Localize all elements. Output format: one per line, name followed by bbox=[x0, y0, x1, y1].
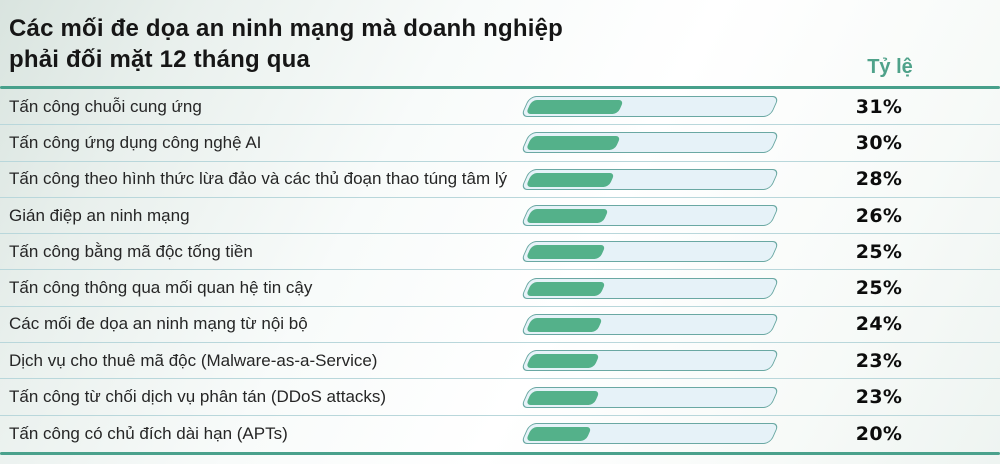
table-row: Tấn công bằng mã độc tống tiền 25% bbox=[0, 234, 1000, 271]
threat-label: Tấn công có chủ đích dài hạn (APTs) bbox=[9, 423, 288, 443]
threat-label: Tấn công bằng mã độc tống tiền bbox=[9, 241, 253, 261]
bar-cell bbox=[509, 386, 789, 408]
bar-fill bbox=[525, 135, 622, 150]
bar-track bbox=[520, 350, 780, 372]
header-divider bbox=[0, 86, 1000, 89]
threat-percentage: 23% bbox=[855, 349, 903, 372]
table-row: Các mối đe dọa an ninh mạng từ nội bộ 24… bbox=[0, 307, 1000, 344]
bar-fill bbox=[525, 172, 616, 187]
table-row: Tấn công có chủ đích dài hạn (APTs) 20% bbox=[0, 416, 1000, 452]
bar-fill bbox=[525, 426, 592, 441]
bar-fill bbox=[525, 281, 607, 296]
page-title: Các mối đe dọa an ninh mạng mà doanh ngh… bbox=[0, 0, 1000, 75]
page-title-line1: Các mối đe dọa an ninh mạng mà doanh ngh… bbox=[9, 15, 563, 42]
table-row: Tấn công thông qua mối quan hệ tin cậy 2… bbox=[0, 270, 1000, 307]
bar-track bbox=[520, 386, 780, 408]
threat-percentage: 25% bbox=[855, 277, 903, 300]
bar-cell bbox=[509, 423, 789, 445]
table-row: Tấn công chuỗi cung ứng 31% bbox=[0, 89, 1000, 126]
bar-track bbox=[520, 313, 780, 335]
bar-cell bbox=[509, 277, 789, 299]
threat-percentage: 23% bbox=[855, 386, 903, 409]
page-title-line2: phải đối mặt 12 tháng qua bbox=[9, 46, 311, 73]
table-row: Dịch vụ cho thuê mã độc (Malware-as-a-Se… bbox=[0, 343, 1000, 380]
table-row: Tấn công theo hình thức lừa đảo và các t… bbox=[0, 162, 1000, 198]
bar-cell bbox=[509, 205, 789, 227]
threat-percentage: 20% bbox=[855, 422, 903, 445]
bar-track bbox=[520, 168, 780, 190]
bar-cell bbox=[509, 241, 789, 263]
threat-label: Tấn công ứng dụng công nghệ AI bbox=[9, 132, 262, 152]
bar-fill bbox=[525, 208, 610, 223]
rate-column-header: Tỷ lệ bbox=[867, 56, 913, 78]
bar-track bbox=[520, 241, 780, 263]
bar-track bbox=[520, 205, 780, 227]
bar-fill bbox=[525, 99, 625, 114]
threat-label: Tấn công theo hình thức lừa đảo và các t… bbox=[9, 169, 508, 189]
threat-percentage: 30% bbox=[855, 131, 903, 154]
bar-track bbox=[520, 277, 780, 299]
threat-percentage: 26% bbox=[855, 204, 903, 227]
bar-cell bbox=[509, 350, 789, 372]
threat-label: Tấn công thông qua mối quan hệ tin cậy bbox=[9, 278, 313, 298]
threat-percentage: 28% bbox=[855, 168, 903, 191]
bar-fill bbox=[525, 317, 604, 332]
threat-label: Tấn công từ chối dịch vụ phân tán (DDoS … bbox=[9, 387, 387, 407]
bar-cell bbox=[509, 313, 789, 335]
threat-percentage: 24% bbox=[855, 313, 903, 336]
bar-cell bbox=[509, 168, 789, 190]
table-row: Tấn công ứng dụng công nghệ AI 30% bbox=[0, 125, 1000, 162]
bar-fill bbox=[525, 390, 601, 405]
bar-track bbox=[520, 423, 780, 445]
threat-percentage: 25% bbox=[855, 240, 903, 263]
chart-header: Các mối đe dọa an ninh mạng mà doanh ngh… bbox=[0, 0, 1000, 86]
footer-divider bbox=[0, 451, 1000, 455]
bar-cell bbox=[509, 96, 789, 118]
bar-fill bbox=[525, 244, 607, 259]
bar-track bbox=[520, 132, 780, 154]
threat-label: Gián điệp an ninh mạng bbox=[9, 205, 190, 225]
threat-list: Tấn công chuỗi cung ứng 31% Tấn công ứng… bbox=[0, 89, 1000, 452]
threat-label: Tấn công chuỗi cung ứng bbox=[9, 96, 202, 116]
threat-label: Dịch vụ cho thuê mã độc (Malware-as-a-Se… bbox=[9, 350, 378, 370]
bar-cell bbox=[509, 132, 789, 154]
table-row: Tấn công từ chối dịch vụ phân tán (DDoS … bbox=[0, 379, 1000, 416]
threat-percentage: 31% bbox=[855, 95, 903, 118]
table-row: Gián điệp an ninh mạng 26% bbox=[0, 198, 1000, 235]
threat-label: Các mối đe dọa an ninh mạng từ nội bộ bbox=[9, 314, 308, 334]
bar-track bbox=[520, 96, 780, 118]
bar-fill bbox=[525, 353, 601, 368]
